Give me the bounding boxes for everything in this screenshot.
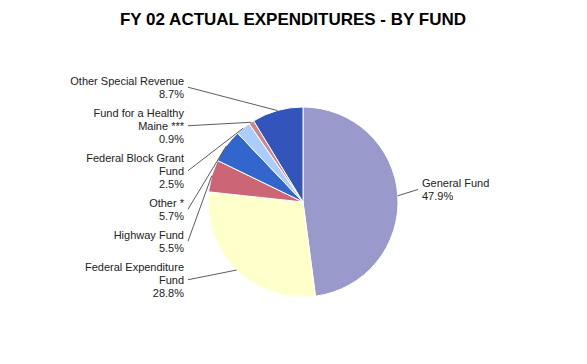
- svg-text:General Fund47.9%: General Fund47.9%: [422, 177, 489, 202]
- svg-text:Other Special Revenue8.7%: Other Special Revenue8.7%: [70, 75, 184, 100]
- svg-text:Federal ExpenditureFund28.8%: Federal ExpenditureFund28.8%: [85, 261, 184, 299]
- svg-text:Other *5.7%: Other *5.7%: [149, 197, 185, 222]
- svg-text:Federal Block GrantFund2.5%: Federal Block GrantFund2.5%: [86, 152, 184, 190]
- svg-text:Highway Fund5.5%: Highway Fund5.5%: [114, 229, 185, 254]
- svg-text:Fund for a HealthyMaine ***0.9: Fund for a HealthyMaine ***0.9%: [94, 107, 185, 145]
- html-text:FY 02 ACTUAL EXPENDITURES - BY: FY 02 ACTUAL EXPENDITURES - BY FUND: [120, 10, 466, 29]
